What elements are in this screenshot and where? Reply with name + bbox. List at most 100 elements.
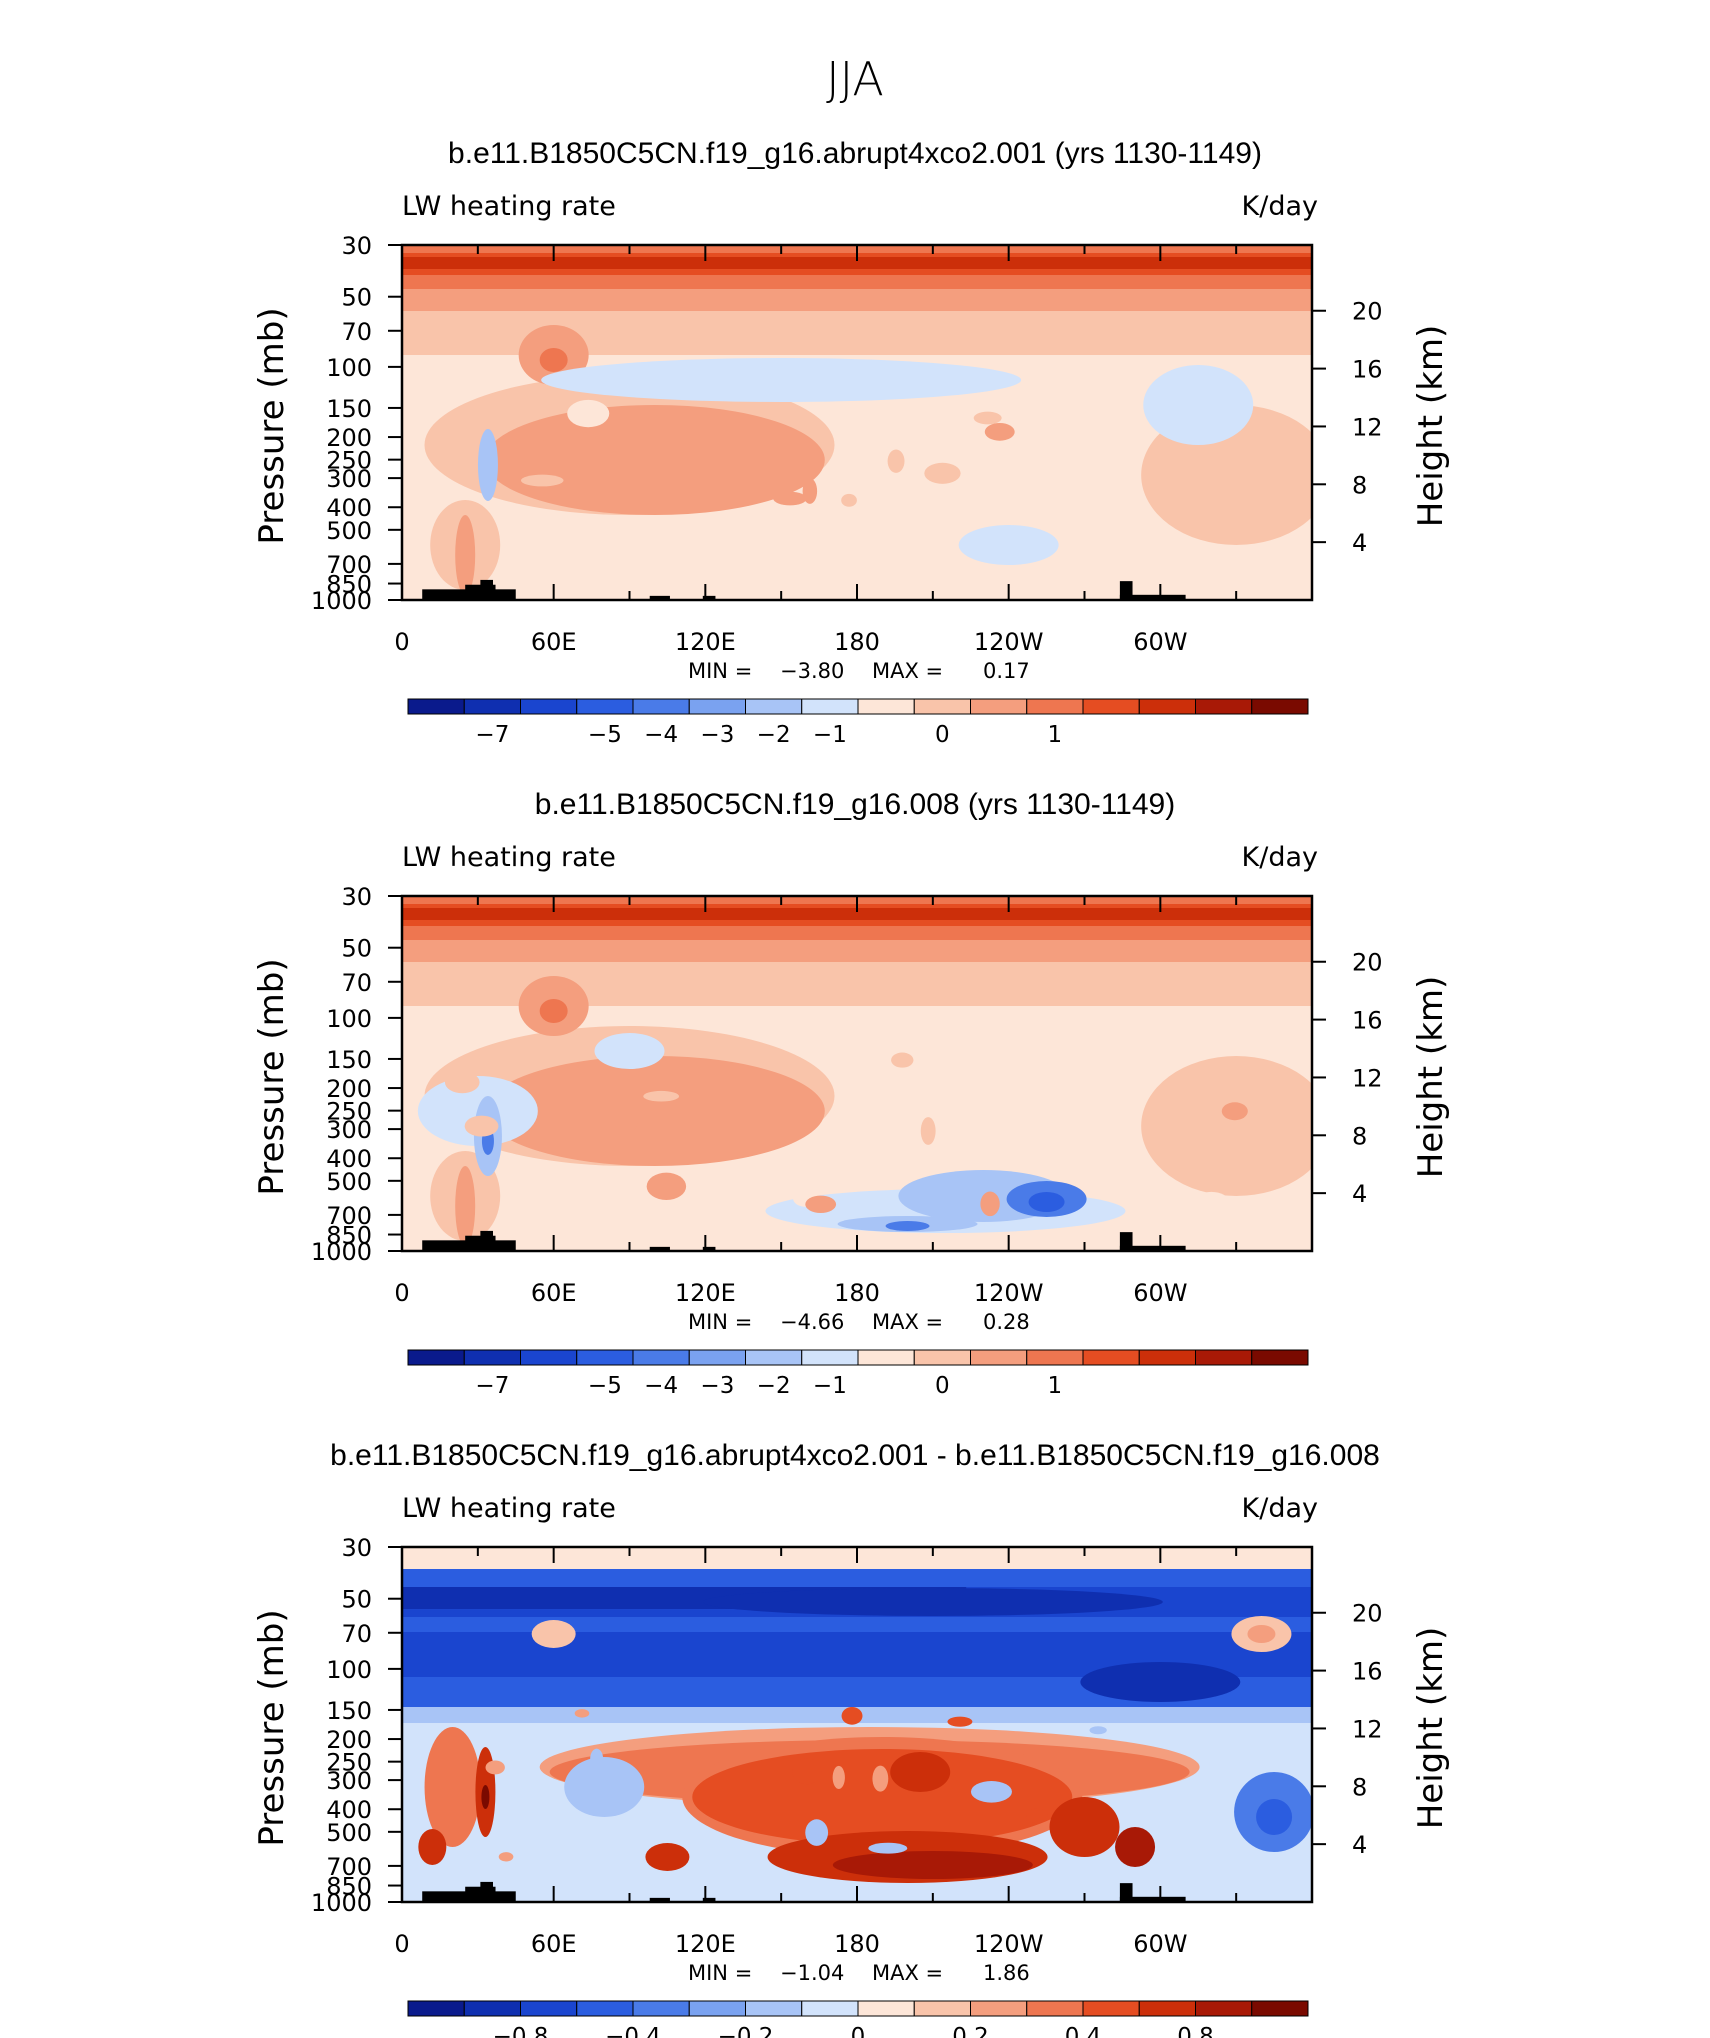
- colorbar-swatch: [1195, 698, 1253, 715]
- contour-blob: [920, 1117, 936, 1145]
- colorbar-swatch: [688, 2000, 746, 2017]
- contour-blob: [1089, 1726, 1107, 1735]
- colorbar-label: −1: [813, 1373, 847, 1399]
- contour-blob: [1193, 1191, 1230, 1213]
- contour-blob: [643, 1090, 680, 1102]
- x-tick-label: 60W: [1133, 1930, 1187, 1958]
- y-tick-label: 250: [326, 447, 372, 475]
- min-value: −1.04: [780, 1961, 844, 1985]
- contour-blob: [805, 1819, 829, 1846]
- terrain: [1119, 1896, 1186, 1902]
- contour-blob: [958, 525, 1059, 565]
- terrain: [649, 1897, 670, 1902]
- contour-band: [402, 940, 1312, 962]
- colorbar-label: 1: [1048, 722, 1063, 748]
- y-tick-label: 850: [326, 1873, 372, 1901]
- contour-blob: [594, 1033, 665, 1069]
- colorbar-label: −3: [700, 1373, 734, 1399]
- units-label: K/day: [1242, 191, 1318, 222]
- y-tick-label: 400: [326, 494, 372, 522]
- colorbar-swatch: [520, 698, 578, 715]
- x-ticks: 0 60E 120E 180 120W 60W: [394, 245, 1313, 656]
- y2-tick-label: 4: [1352, 529, 1367, 557]
- contour-blob: [541, 438, 569, 448]
- y-axis-title: Pressure (mb): [252, 307, 292, 544]
- terrain: [1119, 594, 1186, 600]
- y2-tick-label: 12: [1352, 1715, 1383, 1743]
- colorbar-swatch: [1026, 698, 1084, 715]
- y-tick-label: 70: [341, 318, 372, 346]
- contour-blob: [646, 1172, 687, 1201]
- contour-blob: [1028, 1192, 1065, 1212]
- contour-blob: [887, 449, 905, 473]
- x-tick-label: 60E: [531, 1930, 577, 1958]
- y2-tick-label: 16: [1352, 356, 1383, 384]
- y-tick-label: 850: [326, 571, 372, 599]
- contour-blob: [890, 1752, 951, 1792]
- contour-blob: [525, 1184, 567, 1198]
- x-tick-label: 120W: [974, 628, 1044, 656]
- y-tick-label: 50: [341, 935, 372, 963]
- y-tick-label: 300: [326, 465, 372, 493]
- contour-field: [402, 896, 1312, 1251]
- colorbar-swatch: [1251, 1349, 1309, 1366]
- colorbar-swatch: [857, 1349, 915, 1366]
- max-value: 0.17: [983, 659, 1030, 683]
- y-tick-label: 30: [341, 232, 372, 260]
- contour-blob: [590, 1748, 604, 1769]
- panel-2: b.e11.B1850C5CN.f19_g16.008 (yrs 1130-11…: [252, 788, 1451, 1399]
- units-label: K/day: [1242, 1493, 1318, 1524]
- y2-tick-label: 8: [1352, 1122, 1367, 1150]
- colorbar-label: 0: [851, 2024, 866, 2038]
- y-tick-label: 30: [341, 1534, 372, 1562]
- colorbar-label: 0.4: [1065, 2024, 1102, 2038]
- colorbar-label: −2: [757, 722, 791, 748]
- contour-blob: [924, 462, 961, 484]
- contour-blob: [891, 1052, 914, 1068]
- contour-blob: [1026, 1808, 1048, 1824]
- colorbar-label: −5: [588, 722, 622, 748]
- contour-blob: [424, 1727, 481, 1847]
- colorbar-swatch: [913, 1349, 971, 1366]
- contour-field: [402, 245, 1312, 600]
- contour-blob: [520, 474, 564, 487]
- panel-title: b.e11.B1850C5CN.f19_g16.abrupt4xco2.001 …: [448, 137, 1262, 170]
- y-tick-label: 500: [326, 1168, 372, 1196]
- y-tick-label: 400: [326, 1796, 372, 1824]
- x-tick-label: 180: [834, 1279, 880, 1307]
- max-value: 1.86: [983, 1961, 1030, 1985]
- colorbar-label: −0.2: [718, 2024, 774, 2038]
- contour-blob: [1115, 1827, 1156, 1867]
- contour-blob: [885, 1221, 930, 1231]
- colorbar-swatch: [407, 698, 465, 715]
- y-axis-title: Pressure (mb): [252, 958, 292, 1195]
- contour-blob: [805, 1195, 837, 1213]
- contour-plot: [400, 243, 1314, 602]
- field-label: LW heating rate: [402, 842, 616, 873]
- colorbar-swatch: [745, 2000, 803, 2017]
- contour-blob: [455, 515, 476, 595]
- contour-blob: [872, 1765, 889, 1792]
- y-axis-title: Pressure (mb): [252, 1609, 292, 1846]
- y-tick-label: 400: [326, 1145, 372, 1173]
- contour-blob: [539, 348, 568, 372]
- y-tick-label: 700: [326, 551, 372, 579]
- colorbar-swatch: [857, 698, 915, 715]
- contour-blob: [692, 1749, 1073, 1845]
- colorbar-swatch: [688, 1349, 746, 1366]
- contour-blob: [564, 1757, 645, 1817]
- colorbar-swatch: [1251, 2000, 1309, 2017]
- colorbar-label: −3: [700, 722, 734, 748]
- colorbar-swatch: [970, 2000, 1028, 2017]
- y2-tick-label: 20: [1352, 1600, 1383, 1628]
- figure-title: JJA: [826, 52, 884, 106]
- colorbar-swatch: [632, 1349, 690, 1366]
- y-tick-label: 30: [341, 883, 372, 911]
- colorbar-swatch: [632, 698, 690, 715]
- contour-blob: [832, 1851, 1033, 1879]
- colorbar-swatch: [463, 698, 521, 715]
- min-value: −4.66: [780, 1310, 844, 1334]
- contour-blob: [1143, 365, 1254, 445]
- colorbar-swatch: [1195, 2000, 1253, 2017]
- contour-band: [402, 289, 1312, 311]
